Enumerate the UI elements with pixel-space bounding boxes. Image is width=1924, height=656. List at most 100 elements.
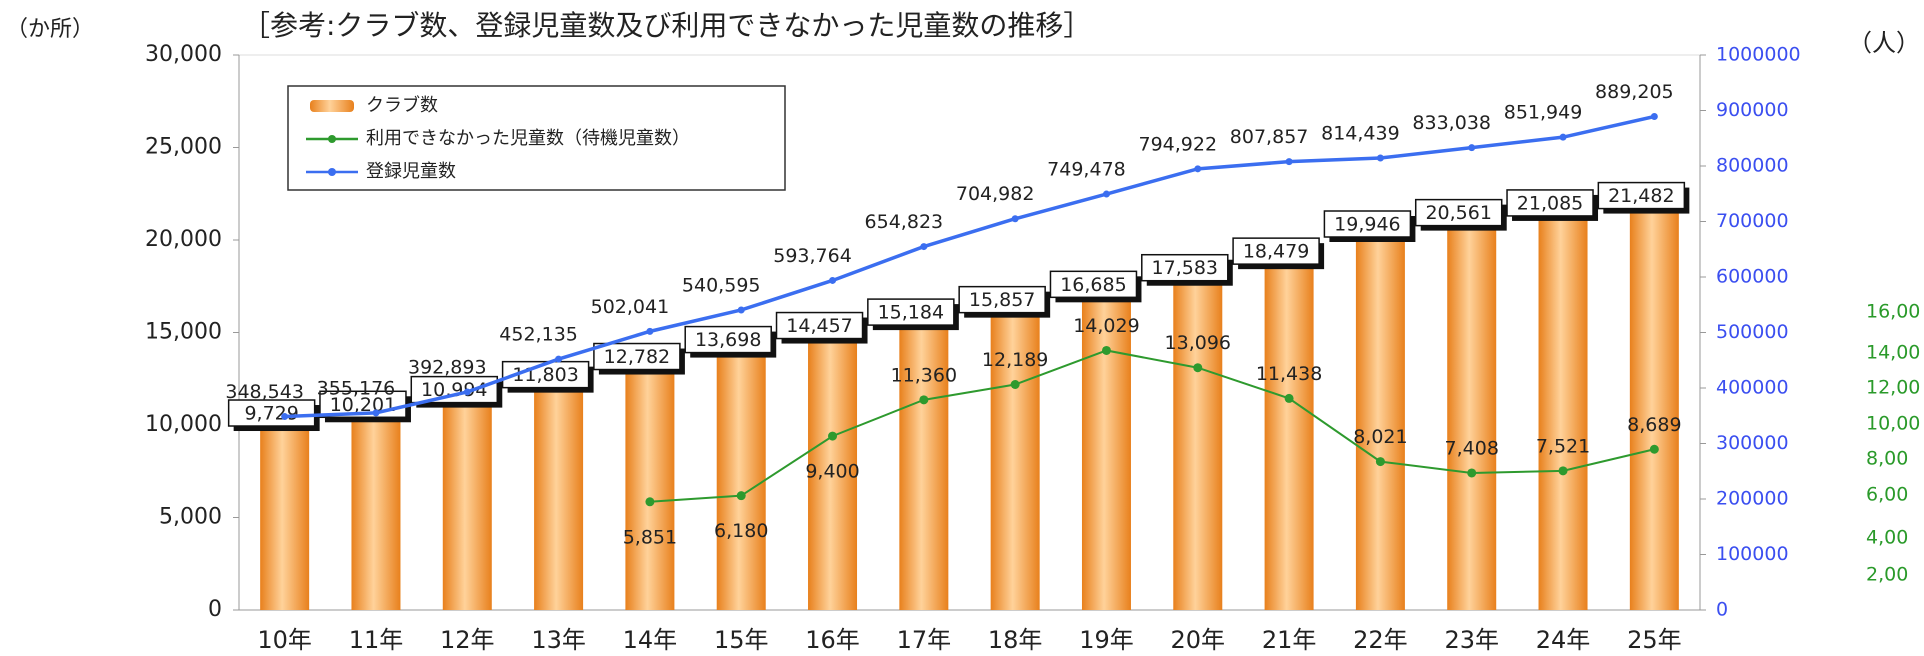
- label-box: [1141, 253, 1229, 282]
- line-value-label: 654,823: [865, 211, 944, 233]
- line-value-label: 12,189: [982, 349, 1048, 371]
- y-tick-label: 5,000: [159, 505, 222, 530]
- x-tick-label: 15年: [714, 626, 769, 654]
- bar: [1538, 219, 1588, 611]
- line-value-label: 794,922: [1138, 133, 1217, 155]
- point: [1011, 215, 1019, 223]
- label-box: [1506, 189, 1594, 217]
- x-tick-label: 16年: [805, 626, 860, 654]
- point: [1010, 380, 1020, 390]
- point: [1101, 345, 1111, 355]
- x-tick-label: 11年: [349, 626, 404, 654]
- y-tick-label: 25,000: [145, 135, 222, 160]
- line-value-label: 704,982: [956, 183, 1035, 205]
- label-box: [1414, 198, 1503, 227]
- point: [1375, 457, 1385, 467]
- point: [555, 355, 563, 363]
- x-tick-label: 10年: [257, 626, 312, 654]
- line-value-label: 851,949: [1504, 102, 1583, 124]
- point: [736, 491, 746, 501]
- side-label: 16,00: [1866, 301, 1920, 323]
- point: [1558, 466, 1568, 476]
- side-label: 6,00: [1866, 484, 1908, 506]
- point: [1102, 190, 1110, 198]
- bar: [716, 356, 766, 610]
- bar: [1355, 240, 1405, 610]
- line-value-label: 6,180: [714, 520, 768, 542]
- point: [919, 395, 929, 405]
- x-tick-label: 19年: [1079, 626, 1134, 654]
- x-tick-label: 21年: [1262, 626, 1317, 654]
- x-tick-label: 22年: [1353, 626, 1408, 654]
- point: [1649, 444, 1659, 454]
- legend-marker: [328, 135, 336, 143]
- y-tick-label: 20,000: [145, 227, 222, 252]
- legend-label: 登録児童数: [366, 161, 456, 182]
- point: [1193, 363, 1203, 373]
- bar-value-label: 18,479: [1243, 241, 1309, 263]
- label-box: [684, 325, 772, 354]
- bar-value-label: 14,457: [786, 315, 852, 337]
- line-value-label: 833,038: [1412, 112, 1491, 134]
- point: [737, 306, 745, 314]
- y2-tick-label: 400000: [1716, 377, 1789, 399]
- y2-tick-label: 600000: [1716, 266, 1789, 288]
- line-value-label: 814,439: [1321, 122, 1400, 144]
- point: [372, 409, 380, 417]
- bar: [260, 430, 310, 610]
- line: [649, 349, 1655, 503]
- line-value-label: 355,176: [317, 377, 396, 399]
- y2-tick-label: 1000000: [1716, 44, 1801, 66]
- line-value-label: 502,041: [591, 296, 670, 318]
- point: [1467, 468, 1477, 478]
- line-value-label: 7,408: [1445, 437, 1499, 459]
- side-label: 12,00: [1866, 377, 1920, 399]
- y2-tick-label: 900000: [1716, 99, 1789, 121]
- chart-title: ［参考:クラブ数、登録児童数及び利用できなかった児童数の推移］: [242, 9, 1091, 42]
- y-axis-label: （か所）: [6, 17, 94, 42]
- bar-value-label: 16,685: [1060, 274, 1126, 296]
- line-value-label: 452,135: [499, 324, 578, 346]
- bar-value-label: 9,729: [244, 403, 298, 425]
- bar: [1629, 212, 1679, 610]
- x-tick-label: 17年: [897, 626, 952, 654]
- line-value-label: 13,096: [1165, 332, 1231, 354]
- line-value-label: 5,851: [623, 526, 677, 548]
- point: [829, 276, 837, 284]
- label-box: [1232, 237, 1320, 265]
- line-value-label: 14,029: [1073, 315, 1139, 337]
- bar: [990, 316, 1040, 610]
- x-tick-label: 24年: [1536, 626, 1591, 654]
- line-value-label: 348,543: [225, 381, 304, 403]
- line-value-label: 889,205: [1595, 81, 1674, 103]
- y2-tick-label: 100000: [1716, 543, 1789, 565]
- label-box: [1049, 270, 1138, 299]
- side-label: 8,00: [1866, 448, 1908, 470]
- bar-value-label: 15,184: [878, 302, 944, 324]
- point: [646, 327, 654, 335]
- label-box: [1323, 210, 1412, 238]
- y-tick-label: 0: [208, 597, 222, 622]
- label-box: [227, 399, 316, 427]
- side-label: 14,00: [1866, 342, 1920, 364]
- point: [1285, 158, 1293, 166]
- label-box: [593, 342, 681, 371]
- line-value-label: 392,893: [408, 356, 487, 378]
- bar-value-label: 17,583: [1152, 257, 1218, 279]
- line: [284, 114, 1655, 419]
- bar: [351, 421, 401, 610]
- line-value-label: 593,764: [773, 245, 852, 267]
- bar-value-label: 10,994: [421, 379, 487, 401]
- y2-tick-label: 300000: [1716, 432, 1789, 454]
- side-label: 10,00: [1866, 413, 1920, 435]
- line-value-label: 11,360: [891, 364, 957, 386]
- x-tick-label: 25年: [1627, 626, 1682, 654]
- y2-tick-label: 800000: [1716, 155, 1789, 177]
- bar-value-label: 21,085: [1517, 192, 1583, 214]
- point: [645, 497, 655, 507]
- x-tick-label: 20年: [1171, 626, 1226, 654]
- line-value-label: 540,595: [682, 274, 761, 296]
- legend-marker: [328, 168, 336, 176]
- bar: [534, 391, 584, 610]
- point: [1559, 133, 1567, 141]
